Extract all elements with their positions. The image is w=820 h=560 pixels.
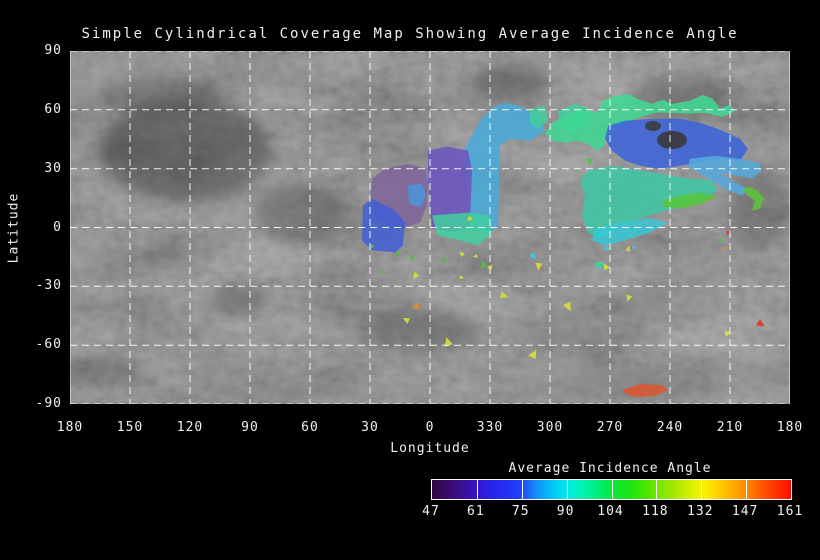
colorbar-tick-104: 104: [597, 504, 624, 519]
coverage-region-cyan-strip: [592, 218, 668, 246]
lon-tick-11-210: 210: [716, 420, 744, 435]
coverage-region-purple-main: [428, 146, 472, 233]
lat-tick-90: 90: [44, 43, 62, 58]
colorbar-separator: [521, 480, 523, 499]
small-coverage-patch: [440, 257, 446, 263]
coverage-region-springgreen-band: [545, 93, 735, 151]
small-coverage-patch: [626, 294, 633, 302]
small-coverage-patch: [381, 269, 386, 274]
lat-tick--60: -60: [35, 337, 62, 353]
small-coverage-patch: [603, 245, 610, 251]
surface-feature: [255, 185, 345, 245]
small-coverage-patch: [467, 215, 473, 222]
lon-tick-1-150: 150: [116, 420, 144, 435]
small-coverage-patch: [444, 337, 453, 347]
lon-tick-9-270: 270: [596, 420, 624, 435]
small-coverage-patch: [535, 262, 543, 271]
chart-title: Simple Cylindrical Coverage Map Showing …: [81, 26, 739, 42]
colorbar-separator: [476, 480, 478, 499]
colorbar-tick-147: 147: [731, 504, 759, 519]
coverage-region-green-lens: [662, 192, 718, 209]
colorbar-tick-47: 47: [422, 504, 440, 519]
surface-feature: [200, 373, 380, 397]
small-coverage-patch: [756, 319, 765, 327]
small-coverage-patch: [717, 238, 722, 243]
small-coverage-patch: [722, 246, 727, 252]
lon-tick-7-330: 330: [476, 420, 504, 435]
lat-tick--90: -90: [35, 396, 62, 411]
lat-tick--30: -30: [35, 278, 62, 294]
coverage-region-lightblue-right: [688, 155, 762, 196]
colorbar-separator: [566, 480, 568, 499]
surface-feature: [470, 64, 550, 100]
lat-tick-0: 0: [53, 219, 62, 235]
lon-tick-12-180: 180: [776, 420, 804, 435]
lon-tick-4-60: 60: [301, 420, 319, 435]
map-content: [70, 51, 790, 404]
small-coverage-patch: [395, 250, 402, 256]
coverage-region-cyan-band: [465, 102, 545, 236]
small-coverage-patch: [409, 255, 415, 262]
small-coverage-patch: [413, 271, 420, 280]
surface-feature: [70, 58, 200, 82]
colorbar-tick-90: 90: [556, 504, 575, 519]
colorbar-tick-61: 61: [467, 504, 485, 519]
surface-feature: [212, 284, 268, 316]
coverage-region-green-squiggle: [742, 186, 764, 211]
coverage-region-teal-top-a: [530, 105, 548, 129]
small-coverage-patch: [726, 230, 732, 235]
coverage-region-lightblue-inset: [408, 183, 426, 208]
lon-tick-6-0: 0: [425, 420, 435, 435]
small-coverage-patch: [459, 275, 465, 280]
small-coverage-patch: [586, 158, 594, 166]
small-coverage-patch: [402, 318, 411, 324]
surface-feature: [520, 270, 680, 340]
colorbar-tick-118: 118: [642, 504, 669, 519]
lon-tick-2-120: 120: [176, 420, 204, 435]
surface-feature: [70, 358, 145, 386]
small-coverage-patch: [528, 349, 537, 360]
colorbar-separator: [701, 480, 703, 499]
surface-feature: [650, 380, 790, 400]
small-coverage-patch: [480, 260, 487, 268]
colorbar: [431, 479, 792, 500]
lon-tick-0-180: 180: [56, 420, 84, 435]
small-coverage-patch: [459, 251, 465, 258]
small-coverage-patch: [593, 260, 604, 271]
colorbar-tick-132: 132: [687, 504, 714, 519]
lon-tick-8-300: 300: [536, 420, 564, 435]
colorbar-separator: [611, 480, 613, 499]
coverage-region-blue-left: [362, 198, 405, 253]
small-coverage-patch: [563, 301, 571, 312]
coverage-map-plot: [70, 51, 790, 404]
small-coverage-patch: [411, 302, 421, 309]
small-coverage-patch: [529, 251, 536, 259]
colorbar-title: Average Incidence Angle: [508, 461, 712, 476]
coverage-region-teal-bottom-left: [432, 212, 492, 246]
lon-tick-3-90: 90: [241, 420, 259, 435]
small-coverage-patch: [625, 245, 631, 252]
coverage-region-orange-red-blob: [622, 384, 668, 397]
colorbar-separator: [656, 480, 658, 499]
crater-hole: [657, 131, 687, 149]
small-coverage-patch: [723, 106, 729, 112]
surface-feature: [730, 170, 790, 250]
lon-tick-5-30: 30: [361, 420, 379, 435]
colorbar-tick-161: 161: [776, 504, 804, 519]
small-coverage-patch: [631, 246, 637, 250]
crater-hole: [645, 121, 661, 131]
lon-tick-10-240: 240: [656, 420, 684, 435]
lat-tick-30: 30: [44, 160, 62, 176]
coverage-region-teal-right: [580, 165, 718, 239]
small-coverage-patch: [499, 291, 509, 299]
colorbar-separator: [746, 480, 748, 499]
lat-tick-60: 60: [44, 101, 62, 117]
x-axis-title: Longitude: [390, 441, 470, 456]
small-coverage-patch: [472, 254, 478, 259]
small-coverage-patch: [369, 244, 375, 249]
surface-feature: [450, 364, 670, 396]
colorbar-tick-75: 75: [511, 504, 530, 519]
small-coverage-patch: [603, 263, 610, 271]
